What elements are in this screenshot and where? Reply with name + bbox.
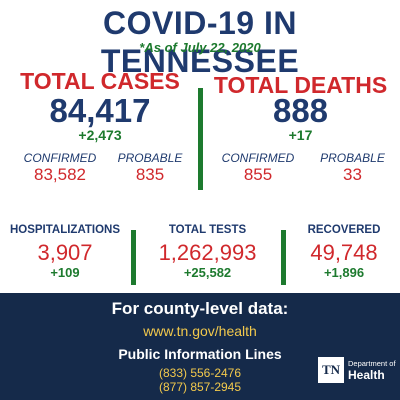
- total-cases-delta: +2,473: [78, 127, 122, 143]
- page-title: COVID-19 IN TENNESSEE: [100, 5, 300, 79]
- deaths-probable-label: PROBABLE: [320, 151, 385, 165]
- phone-line-2: (877) 857-2945: [158, 380, 242, 394]
- top-divider: [198, 88, 203, 190]
- mid-divider-right: [281, 230, 286, 285]
- footer-heading: For county-level data:: [111, 299, 289, 318]
- total-tests-label: TOTAL TESTS: [168, 224, 247, 236]
- cases-confirmed-label: CONFIRMED: [23, 151, 97, 165]
- total-cases-label: TOTAL CASES: [20, 68, 180, 94]
- total-tests-delta: +25,582: [183, 265, 232, 280]
- cases-confirmed-value: 83,582: [34, 165, 86, 184]
- logo-department-text: Department of: [348, 359, 396, 368]
- public-info-lines-heading: Public Information Lines: [118, 346, 282, 362]
- logo-health-text: Health: [348, 368, 385, 382]
- cases-probable-value: 835: [135, 165, 165, 184]
- total-tests-value: 1,262,993: [158, 240, 257, 265]
- cases-probable-label: PROBABLE: [117, 151, 183, 165]
- hospitalizations-value: 3,907: [37, 240, 93, 265]
- deaths-probable-value: 33: [343, 165, 362, 184]
- tn-logo-mark: TN: [318, 357, 344, 383]
- total-deaths-value: 888: [272, 92, 329, 129]
- recovered-value: 49,748: [310, 240, 378, 265]
- recovered-label: RECOVERED: [307, 224, 381, 236]
- hospitalizations-delta: +109: [50, 265, 80, 280]
- health-website-link[interactable]: www.tn.gov/health: [143, 323, 257, 339]
- total-deaths-delta: +17: [288, 127, 313, 143]
- total-cases-value: 84,417: [49, 92, 151, 129]
- deaths-confirmed-value: 855: [243, 165, 273, 184]
- hospitalizations-label: HOSPITALIZATIONS: [9, 224, 121, 236]
- deaths-confirmed-label: CONFIRMED: [221, 151, 295, 165]
- footer-panel: For county-level data: www.tn.gov/health…: [0, 293, 400, 400]
- tn-health-logo: TN Department of Health: [318, 353, 396, 393]
- recovered-delta: +1,896: [323, 265, 365, 280]
- mid-divider-left: [131, 230, 136, 285]
- phone-line-1: (833) 556-2476: [158, 366, 242, 380]
- total-deaths-label: TOTAL DEATHS: [213, 72, 388, 98]
- as-of-date: *As of July 22, 2020: [139, 40, 261, 55]
